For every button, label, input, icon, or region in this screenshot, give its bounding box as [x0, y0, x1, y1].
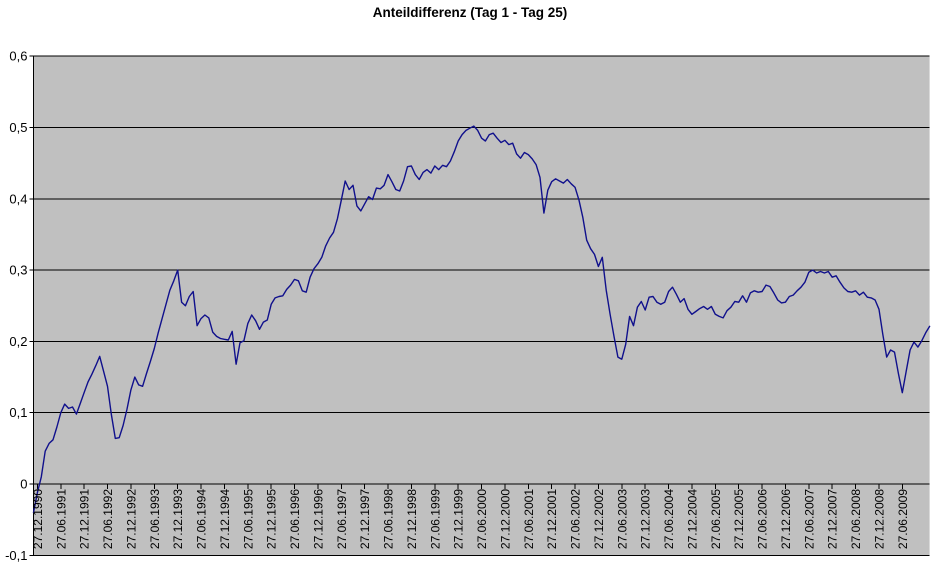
- x-tick-label: 27.06.2003: [615, 489, 629, 549]
- x-tick-label: 27.12.1999: [452, 489, 466, 549]
- x-tick-label: 27.06.2000: [475, 489, 489, 549]
- x-tick-label: 27.06.1993: [148, 489, 162, 549]
- y-tick-label: 0,5: [9, 120, 27, 135]
- chart-title: Anteildifferenz (Tag 1 - Tag 25): [373, 5, 568, 20]
- x-tick-label: 27.12.2006: [779, 489, 793, 549]
- x-tick-label: 27.12.1998: [405, 489, 419, 549]
- x-tick-label: 27.12.2003: [639, 489, 653, 549]
- x-tick-label: 27.12.2002: [592, 489, 606, 549]
- y-tick-label: 0,6: [9, 49, 27, 64]
- plot-area: [33, 56, 930, 556]
- y-axis-labels: 0,6 0,5 0,4 0,3 0,2 0,1 0 -0,1: [5, 49, 27, 563]
- x-tick-label: 27.12.1996: [311, 489, 325, 549]
- x-tick-label: 27.12.1997: [358, 489, 372, 549]
- x-tick-label: 27.06.1998: [382, 489, 396, 549]
- x-tick-label: 27.06.1992: [101, 489, 115, 549]
- x-tick-label: 27.12.1994: [218, 489, 232, 549]
- x-tick-label: 27.12.1995: [265, 489, 279, 549]
- y-tick-label: -0,1: [5, 548, 27, 563]
- x-tick-label: 27.12.1992: [124, 489, 138, 549]
- x-axis-labels: 27.12.1990 27.06.1991 27.12.1991 27.06.1992…: [31, 489, 910, 549]
- x-tick-label: 27.06.2005: [709, 489, 723, 549]
- x-tick-label: 27.12.2001: [545, 489, 559, 549]
- x-tick-label: 27.06.1991: [54, 489, 68, 549]
- x-tick-label: 27.12.1990: [31, 489, 45, 549]
- y-tick-label: 0,3: [9, 263, 27, 278]
- series-line: [32, 125, 931, 514]
- x-tick-label: 27.12.1993: [171, 489, 185, 549]
- x-tick-label: 27.12.2005: [732, 489, 746, 549]
- y-tick-label: 0,4: [9, 191, 27, 206]
- y-tick-label: 0,1: [9, 405, 27, 420]
- axis-ticks: [29, 55, 903, 556]
- y-tick-label: 0: [20, 477, 27, 492]
- x-tick-label: 27.12.2008: [873, 489, 887, 549]
- x-tick-label: 27.06.2002: [569, 489, 583, 549]
- x-tick-label: 27.06.2007: [802, 489, 816, 549]
- x-tick-label: 27.06.2001: [522, 489, 536, 549]
- x-tick-label: 27.12.2007: [826, 489, 840, 549]
- x-tick-label: 27.06.1994: [195, 489, 209, 549]
- x-tick-label: 27.12.2004: [685, 489, 699, 549]
- x-tick-label: 27.06.1996: [288, 489, 302, 549]
- y-tick-label: 0,2: [9, 334, 27, 349]
- x-tick-label: 27.12.1991: [78, 489, 92, 549]
- x-tick-label: 27.06.2006: [756, 489, 770, 549]
- x-tick-label: 27.06.1999: [428, 489, 442, 549]
- x-tick-label: 27.06.2009: [896, 489, 910, 549]
- x-tick-label: 27.06.1997: [335, 489, 349, 549]
- x-tick-label: 27.06.1995: [241, 489, 255, 549]
- x-tick-label: 27.06.2008: [849, 489, 863, 549]
- x-tick-label: 27.06.2004: [662, 489, 676, 549]
- gridlines: [33, 55, 930, 556]
- x-tick-label: 27.12.2000: [498, 489, 512, 549]
